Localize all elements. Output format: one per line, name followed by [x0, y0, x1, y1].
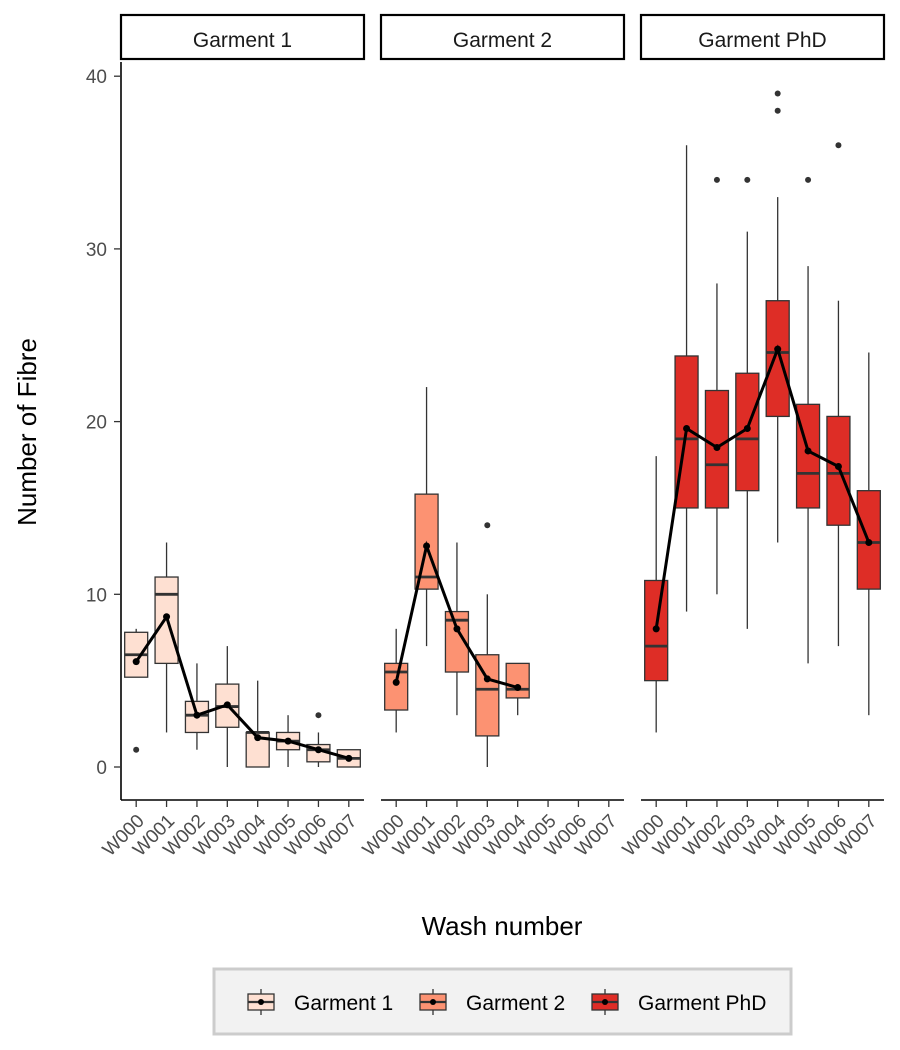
- mean-point: [284, 737, 292, 745]
- facet-strip: [119, 13, 366, 61]
- mean-point: [345, 754, 353, 762]
- mean-point: [514, 684, 522, 692]
- facet-strip-label: Garment PhD: [698, 29, 826, 52]
- legend-key-point: [602, 999, 608, 1005]
- legend: Garment 1 Garment 2 Garment PhD: [212, 967, 793, 1036]
- mean-point: [392, 678, 400, 686]
- x-axis-title: Wash number: [422, 911, 583, 941]
- legend-box: [212, 967, 793, 1036]
- y-tick-label: 40: [86, 67, 107, 88]
- outlier-point: [774, 90, 781, 97]
- legend-key-point: [258, 999, 264, 1005]
- outlier-point: [744, 176, 751, 183]
- box: [384, 662, 409, 711]
- facet-strips: Garment 1 Garment 2 Garment PhD: [119, 13, 886, 61]
- y-tick-label: 30: [86, 240, 107, 261]
- mean-point: [223, 701, 231, 709]
- mean-point: [193, 711, 201, 719]
- mean-point: [834, 463, 842, 471]
- legend-key-point: [430, 999, 436, 1005]
- facet-panels: [124, 90, 881, 768]
- facet-strip-label: Garment 2: [453, 29, 552, 52]
- facet-strip: [379, 13, 626, 61]
- legend-label: Garment PhD: [638, 992, 766, 1015]
- outlier-point: [774, 107, 781, 114]
- facet-panel: [384, 387, 530, 767]
- mean-point: [483, 675, 491, 683]
- legend-item: Garment 2: [419, 989, 565, 1015]
- mean-point: [743, 425, 751, 433]
- mean-point: [865, 538, 873, 546]
- outlier-point: [835, 142, 842, 149]
- box: [765, 300, 790, 418]
- mean-point: [713, 444, 721, 452]
- y-tick-label: 20: [86, 413, 107, 434]
- facet-strip: [639, 13, 886, 61]
- y-axis: 0 10 20 30 40: [86, 62, 122, 800]
- box: [826, 415, 851, 526]
- legend-item: Garment PhD: [591, 989, 766, 1015]
- mean-point: [774, 345, 782, 353]
- outlier-point: [133, 746, 140, 753]
- legend-label: Garment 1: [294, 992, 393, 1015]
- facet-panel: [124, 542, 361, 768]
- facet-strip-label: Garment 1: [193, 29, 292, 52]
- mean-point: [453, 625, 461, 633]
- y-tick-label: 10: [86, 585, 107, 606]
- outlier-point: [484, 522, 491, 529]
- legend-label: Garment 2: [466, 992, 565, 1015]
- outlier-point: [805, 176, 812, 183]
- box: [444, 610, 470, 673]
- box: [475, 654, 500, 737]
- mean-point: [314, 746, 322, 754]
- x-axes: W000W001W002W003W004W005W006W007W000W001…: [99, 799, 884, 861]
- mean-point: [804, 447, 812, 455]
- y-axis-title: Number of Fibre: [12, 338, 42, 526]
- facet-panel: [644, 90, 881, 733]
- mean-line: [654, 344, 871, 630]
- box: [505, 662, 530, 699]
- mean-point: [652, 625, 660, 633]
- outlier-point: [713, 176, 720, 183]
- mean-point: [683, 425, 691, 433]
- mean-point: [254, 734, 262, 742]
- mean-point: [163, 613, 171, 621]
- outlier-point: [315, 712, 322, 719]
- mean-line: [134, 613, 350, 760]
- mean-point: [132, 658, 140, 666]
- y-tick-label: 0: [96, 758, 107, 779]
- legend-item: Garment 1: [247, 989, 393, 1015]
- mean-point: [423, 542, 431, 550]
